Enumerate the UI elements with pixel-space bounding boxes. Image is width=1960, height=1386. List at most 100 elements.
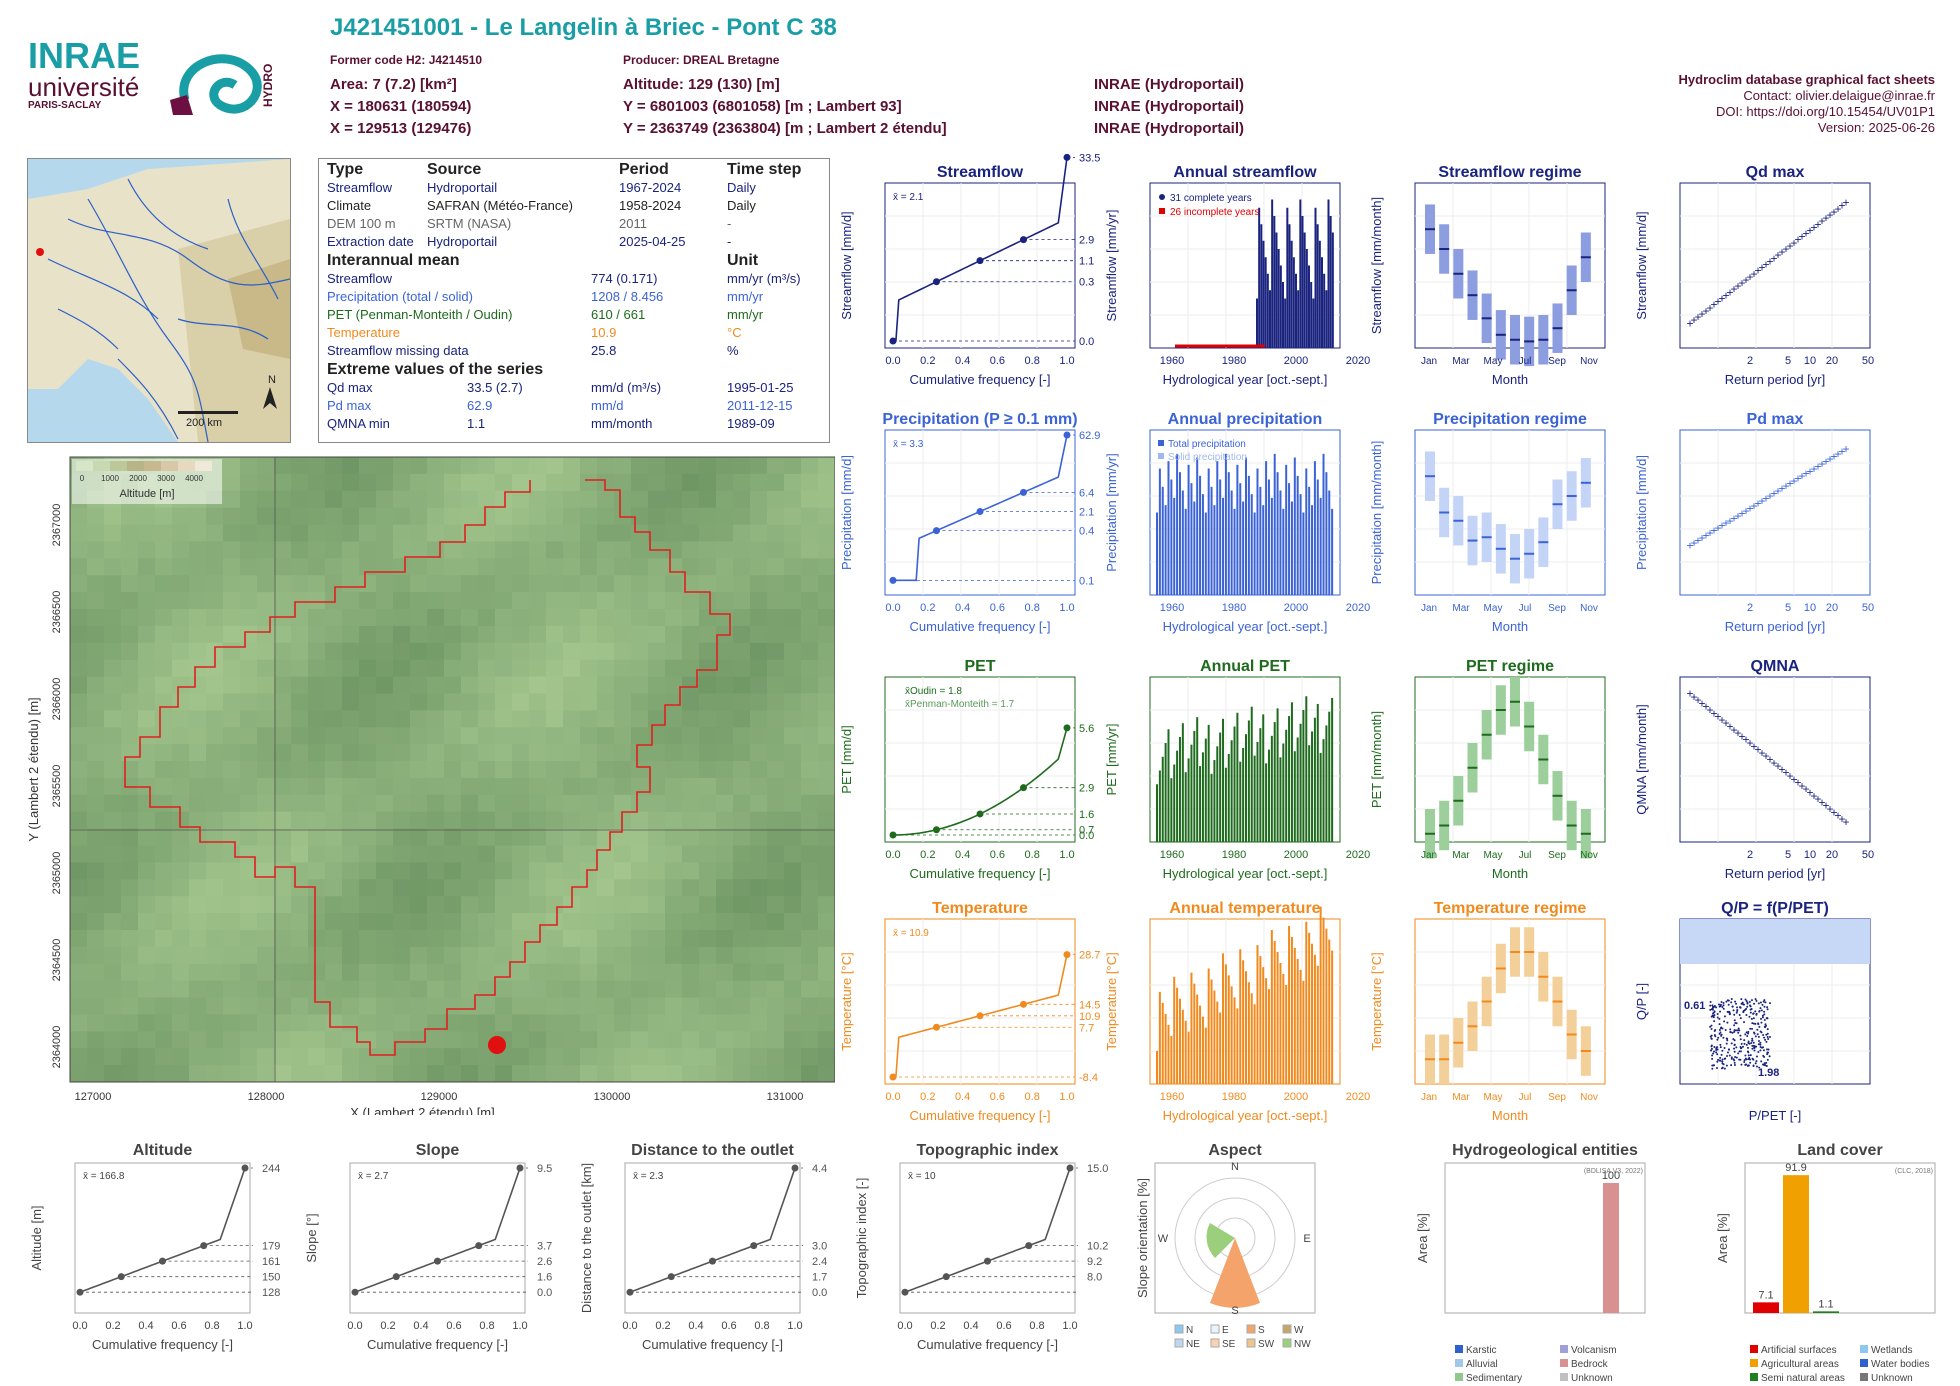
dem-cell [223, 929, 241, 948]
annual-temp-ylabel: Temperature [°C] [1104, 952, 1119, 1050]
dem-cell [257, 457, 275, 475]
dem-cell [172, 913, 190, 931]
dem-cell [682, 490, 700, 509]
dem-cell [682, 1031, 700, 1049]
hydrogeo-legend-label: Unknown [1571, 1373, 1613, 1384]
dem-cell [461, 541, 479, 559]
interannual-row-0-c2: mm/yr (m³/s) [727, 271, 801, 286]
dem-cell [614, 642, 632, 661]
dem-cell [206, 1031, 224, 1049]
dem-cell [580, 541, 598, 559]
dem-cell [104, 997, 122, 1015]
dem-cell [478, 845, 496, 863]
qp-point [1747, 1040, 1750, 1043]
dem-cell [478, 777, 496, 796]
precip-xlabel: Cumulative frequency [-] [910, 619, 1051, 634]
dem-cell [189, 1031, 207, 1049]
dem-cell [359, 946, 377, 965]
annual-pet-bar [1242, 747, 1245, 842]
dem-cell [189, 794, 207, 813]
precip-right: 0.4 [1079, 526, 1094, 538]
dem-cell [308, 1014, 326, 1032]
temp-regime-xlabel: Month [1492, 1108, 1528, 1123]
dem-cell [648, 659, 666, 678]
dem-cell [427, 963, 445, 982]
pet-regime-xtick: Jul [1519, 850, 1532, 861]
dem-cell [70, 592, 88, 610]
qp-point [1712, 1052, 1715, 1055]
dem-cell [393, 828, 411, 847]
pet-mean1: x̄Oudin = 1.8 [905, 686, 962, 697]
dem-cell [444, 693, 462, 711]
dem-cell [393, 473, 411, 492]
dem-cell [529, 710, 547, 728]
dem-cell [478, 609, 496, 627]
dem-cell [206, 777, 224, 796]
dem-cell [274, 575, 292, 593]
dem-cell [648, 609, 666, 627]
qp-point [1746, 1034, 1749, 1037]
dem-cell [631, 896, 649, 914]
pd-max-title: Pd max [1747, 411, 1804, 428]
dem-cell [580, 642, 598, 661]
extreme-row-2-c1: 1.1 [467, 416, 486, 431]
qp-point [1747, 1054, 1750, 1057]
qp-point [1721, 1049, 1724, 1052]
dem-cell [699, 862, 717, 880]
dem-cell [70, 1065, 88, 1083]
dem-cell [699, 693, 717, 711]
dem-cell [665, 896, 683, 914]
dem-cell [614, 457, 632, 475]
qp-point [1748, 1015, 1751, 1018]
qp-point [1732, 1009, 1735, 1012]
dem-cell [580, 659, 598, 678]
dem-cell [155, 828, 173, 847]
dem-cell [767, 541, 785, 559]
annual-pet-bar [1222, 718, 1225, 842]
qp-point [1766, 1051, 1769, 1054]
dem-cell [665, 592, 683, 610]
dem-cell [580, 794, 598, 813]
info-row-2-c0: DEM 100 m [327, 216, 396, 231]
dem-cell [580, 457, 598, 475]
annual-pet-bar [1245, 734, 1247, 842]
dem-cell [767, 777, 785, 796]
pet-regime-ylabel: PET [mm/month] [1369, 711, 1384, 808]
qp-point [1713, 1050, 1716, 1053]
doi[interactable]: DOI: https://doi.org/10.15454/UV01P1 [1716, 104, 1935, 119]
precip-xtick: 0.4 [955, 602, 970, 614]
dem-cell [597, 676, 615, 694]
dem-cell [342, 845, 360, 863]
topo-xtick: 0.8 [1029, 1320, 1044, 1332]
dem-cell [206, 879, 224, 897]
annual-streamflow-title: Annual streamflow [1173, 164, 1317, 181]
annual-precip-bar [1288, 483, 1291, 595]
dem-cell [70, 642, 88, 661]
dem-cell [393, 642, 411, 661]
dem-cell [597, 558, 615, 576]
annual-streamflow-bar [1266, 273, 1269, 348]
info-row-1-c1: SAFRAN (Météo-France) [427, 198, 573, 213]
landcover-value: 1.1 [1818, 1298, 1833, 1310]
dem-cell [189, 929, 207, 948]
dem-cell [767, 845, 785, 863]
x-l2: X = 129513 (129476) [330, 120, 472, 137]
dem-cell [563, 490, 581, 509]
pet-xtick: 0.0 [885, 849, 900, 861]
dem-cell [257, 997, 275, 1015]
annual-streamflow-xtick: 1960 [1160, 355, 1184, 367]
qp-point [1755, 999, 1758, 1002]
dem-cell [631, 642, 649, 661]
dem-cell [665, 1014, 683, 1032]
dem-cell [325, 541, 343, 559]
dem-cell [240, 659, 258, 678]
qp-point [1761, 1003, 1764, 1006]
dem-cell [580, 1014, 598, 1032]
dem-cell [648, 1031, 666, 1049]
dem-cell [750, 879, 768, 897]
dem-cell [716, 862, 734, 880]
dem-cell [138, 642, 156, 661]
dem-cell [138, 1048, 156, 1066]
dem-cell [733, 609, 751, 627]
dem-cell [291, 727, 309, 745]
